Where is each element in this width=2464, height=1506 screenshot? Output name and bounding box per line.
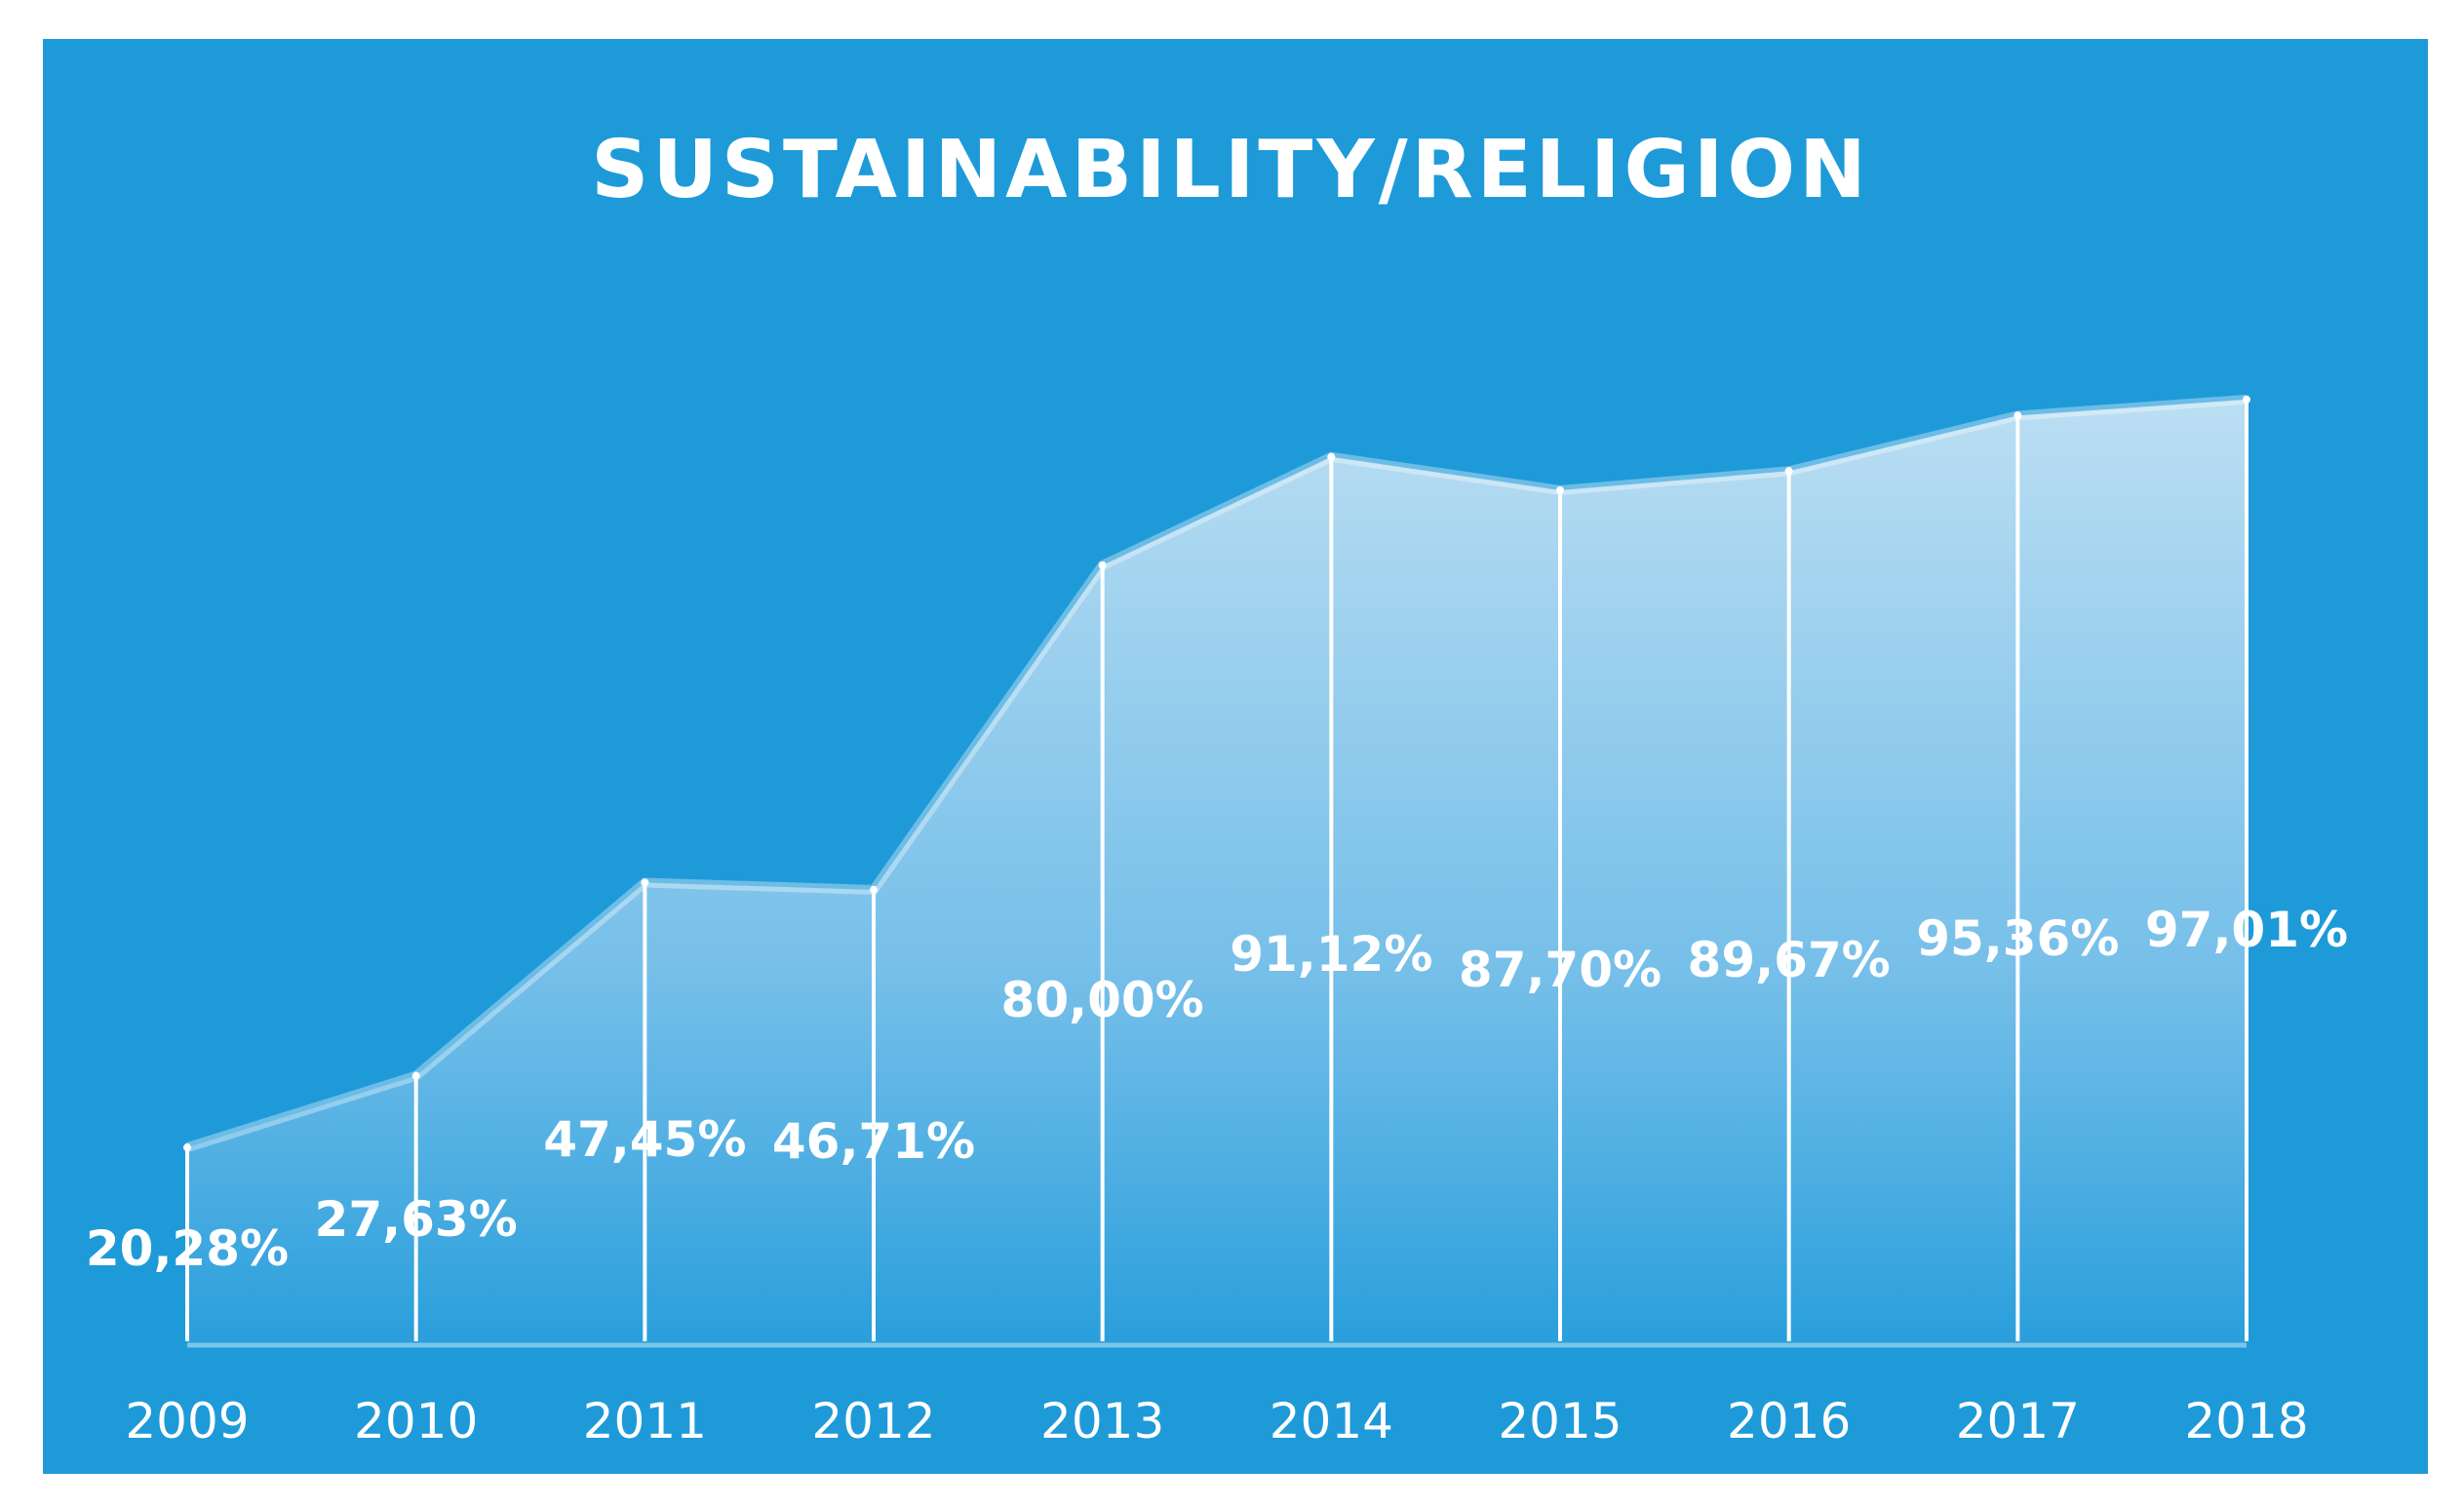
area-top-edge xyxy=(185,394,2248,1152)
x-tick-label-2015: 2015 xyxy=(1498,1393,1622,1449)
area-fill xyxy=(187,399,2247,1345)
x-tick-label-2016: 2016 xyxy=(1727,1393,1851,1449)
data-label-2012: 46,71% xyxy=(772,1113,975,1170)
x-tick-label-2012: 2012 xyxy=(811,1393,935,1449)
data-label-2014: 91,12% xyxy=(1230,926,1432,983)
data-point-2018 xyxy=(2243,395,2250,404)
x-tick-label-2011: 2011 xyxy=(583,1393,707,1449)
data-label-2015: 87,70% xyxy=(1459,942,1662,998)
data-point-2015 xyxy=(1556,486,1564,494)
x-tick-label-2018: 2018 xyxy=(2184,1393,2308,1449)
x-tick-label-2014: 2014 xyxy=(1270,1393,1393,1449)
x-tick-label-2010: 2010 xyxy=(354,1393,478,1449)
data-point-2009 xyxy=(183,1143,191,1152)
x-tick-label-2009: 2009 xyxy=(125,1393,249,1449)
data-point-2012 xyxy=(870,885,878,894)
data-label-2018: 97,01% xyxy=(2145,902,2348,958)
data-point-2010 xyxy=(411,1071,420,1080)
data-point-2013 xyxy=(1098,561,1107,569)
data-label-2016: 89,67% xyxy=(1688,932,1891,988)
chart-title: SUSTAINABILITY/RELIGION xyxy=(591,124,1869,216)
data-label-2017: 95,36% xyxy=(1916,910,2119,967)
x-tick-label-2017: 2017 xyxy=(1956,1393,2080,1449)
data-label-2013: 80,00% xyxy=(1001,972,1204,1028)
marks-layer: 20,28% 27,63% 47,45% 46,71% 80,00% 91,12% 87,7… xyxy=(86,395,2348,1449)
data-point-2011 xyxy=(641,878,649,887)
data-label-2010: 27,63% xyxy=(315,1191,518,1248)
data-label-2011: 47,45% xyxy=(543,1111,746,1168)
data-point-2014 xyxy=(1327,452,1336,461)
data-point-2017 xyxy=(2014,411,2022,420)
data-label-2009: 20,28% xyxy=(86,1220,289,1277)
data-point-2016 xyxy=(1784,467,1793,476)
x-tick-label-2013: 2013 xyxy=(1040,1393,1164,1449)
